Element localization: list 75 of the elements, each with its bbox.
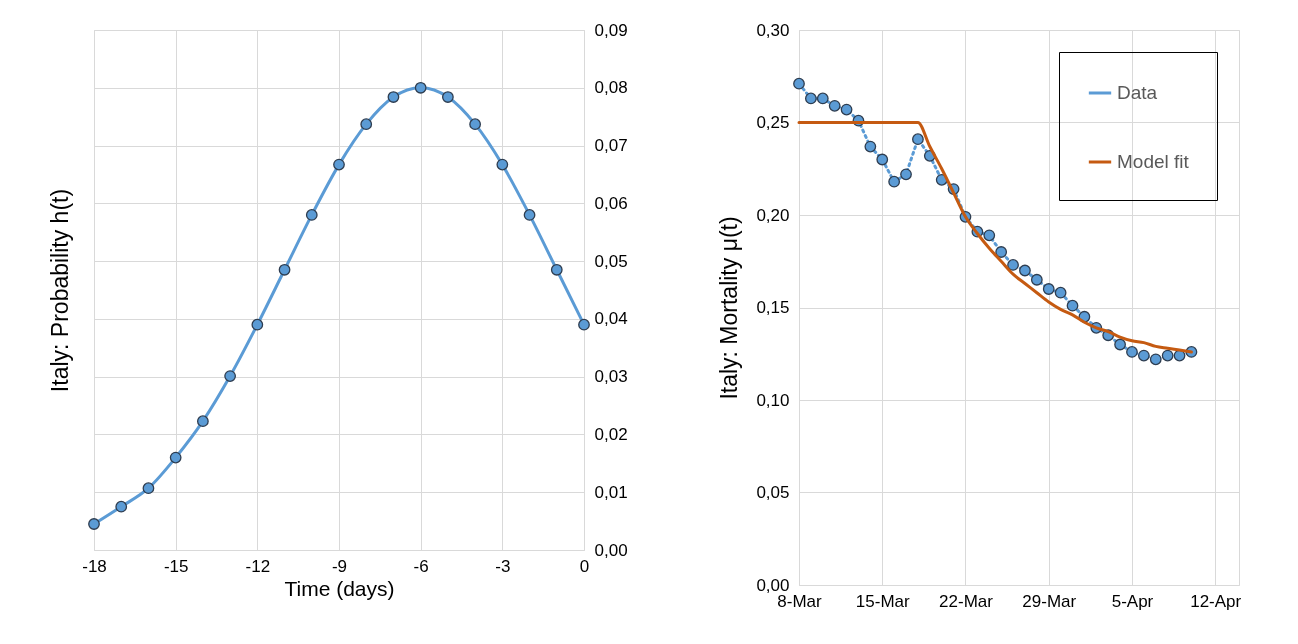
point — [888, 175, 901, 188]
point — [1137, 349, 1150, 362]
x-tick-label: 29-Mar — [1022, 591, 1077, 611]
point — [1030, 273, 1043, 286]
x-tick-label: 12-Apr — [1190, 591, 1242, 611]
y2-tick-label: 0,01 — [594, 482, 628, 502]
y-tick-label: 0,25 — [756, 113, 790, 132]
x-tick-label: 15-Mar — [855, 591, 910, 611]
y-axis-title: Italy: Probability h(t) — [46, 188, 73, 393]
y2-tick-label: 0,08 — [594, 78, 628, 98]
y2-tick-label: 0,09 — [594, 20, 628, 40]
y-tick-label: 0,30 — [756, 20, 790, 40]
point — [496, 158, 509, 171]
point — [523, 209, 536, 221]
point — [360, 118, 373, 131]
y-tick-label: 0,15 — [756, 298, 790, 317]
y2-tick-label: 0,04 — [594, 309, 628, 329]
point — [278, 263, 291, 276]
y2-tick-label: 0,03 — [594, 367, 628, 387]
point — [840, 103, 853, 116]
y-tick-label: 0,20 — [756, 205, 790, 225]
y-axis-title: Italy: Mortality μ(t) — [716, 216, 743, 400]
point — [169, 451, 182, 464]
x-tick-label: -9 — [331, 556, 348, 576]
y2-tick-label: 0,05 — [594, 251, 628, 271]
x-tick-label: 5-Apr — [1111, 591, 1154, 611]
legend-label: Data — [1117, 82, 1158, 103]
point — [900, 168, 912, 181]
point — [983, 229, 996, 242]
point — [816, 92, 829, 105]
point — [1054, 286, 1067, 299]
x-tick-label: -3 — [495, 556, 511, 576]
point — [1007, 259, 1019, 271]
point — [333, 158, 345, 171]
legend-label: Model fit — [1117, 151, 1190, 172]
point — [793, 77, 805, 90]
y-tick-label: 0,05 — [756, 483, 790, 502]
y-tick-label: 0,10 — [756, 390, 790, 410]
y2-tick-label: 0,02 — [594, 424, 628, 444]
x-tick-label: -18 — [82, 556, 107, 576]
point — [142, 482, 155, 495]
point — [1042, 283, 1055, 295]
y2-tick-label: 0,07 — [594, 136, 628, 156]
point — [414, 81, 427, 94]
point — [864, 140, 877, 153]
y2-tick-label: 0,00 — [594, 540, 628, 560]
x-tick-label: -12 — [245, 556, 271, 576]
point — [305, 209, 318, 221]
point — [1161, 349, 1174, 362]
point — [1066, 299, 1079, 312]
point — [1019, 264, 1031, 277]
point — [115, 500, 128, 513]
point — [805, 92, 817, 105]
x-axis-title: Time (days) — [284, 576, 395, 600]
point — [995, 246, 1008, 258]
x-tick-label: 22-Mar — [939, 591, 994, 611]
point — [88, 518, 100, 530]
point — [1114, 338, 1126, 351]
point — [1126, 346, 1138, 358]
point — [251, 318, 264, 331]
x-tick-label: -15 — [163, 556, 189, 576]
point — [469, 118, 482, 131]
point — [550, 263, 563, 276]
point — [578, 318, 590, 331]
point — [441, 91, 454, 103]
point — [876, 153, 889, 166]
point — [912, 133, 924, 146]
y2-tick-label: 0,06 — [594, 193, 628, 213]
point — [387, 91, 400, 103]
point — [1149, 353, 1162, 366]
point — [224, 370, 237, 382]
point — [196, 415, 209, 428]
x-tick-label: -6 — [413, 556, 429, 576]
x-tick-label: 0 — [579, 556, 590, 576]
point — [828, 99, 841, 112]
